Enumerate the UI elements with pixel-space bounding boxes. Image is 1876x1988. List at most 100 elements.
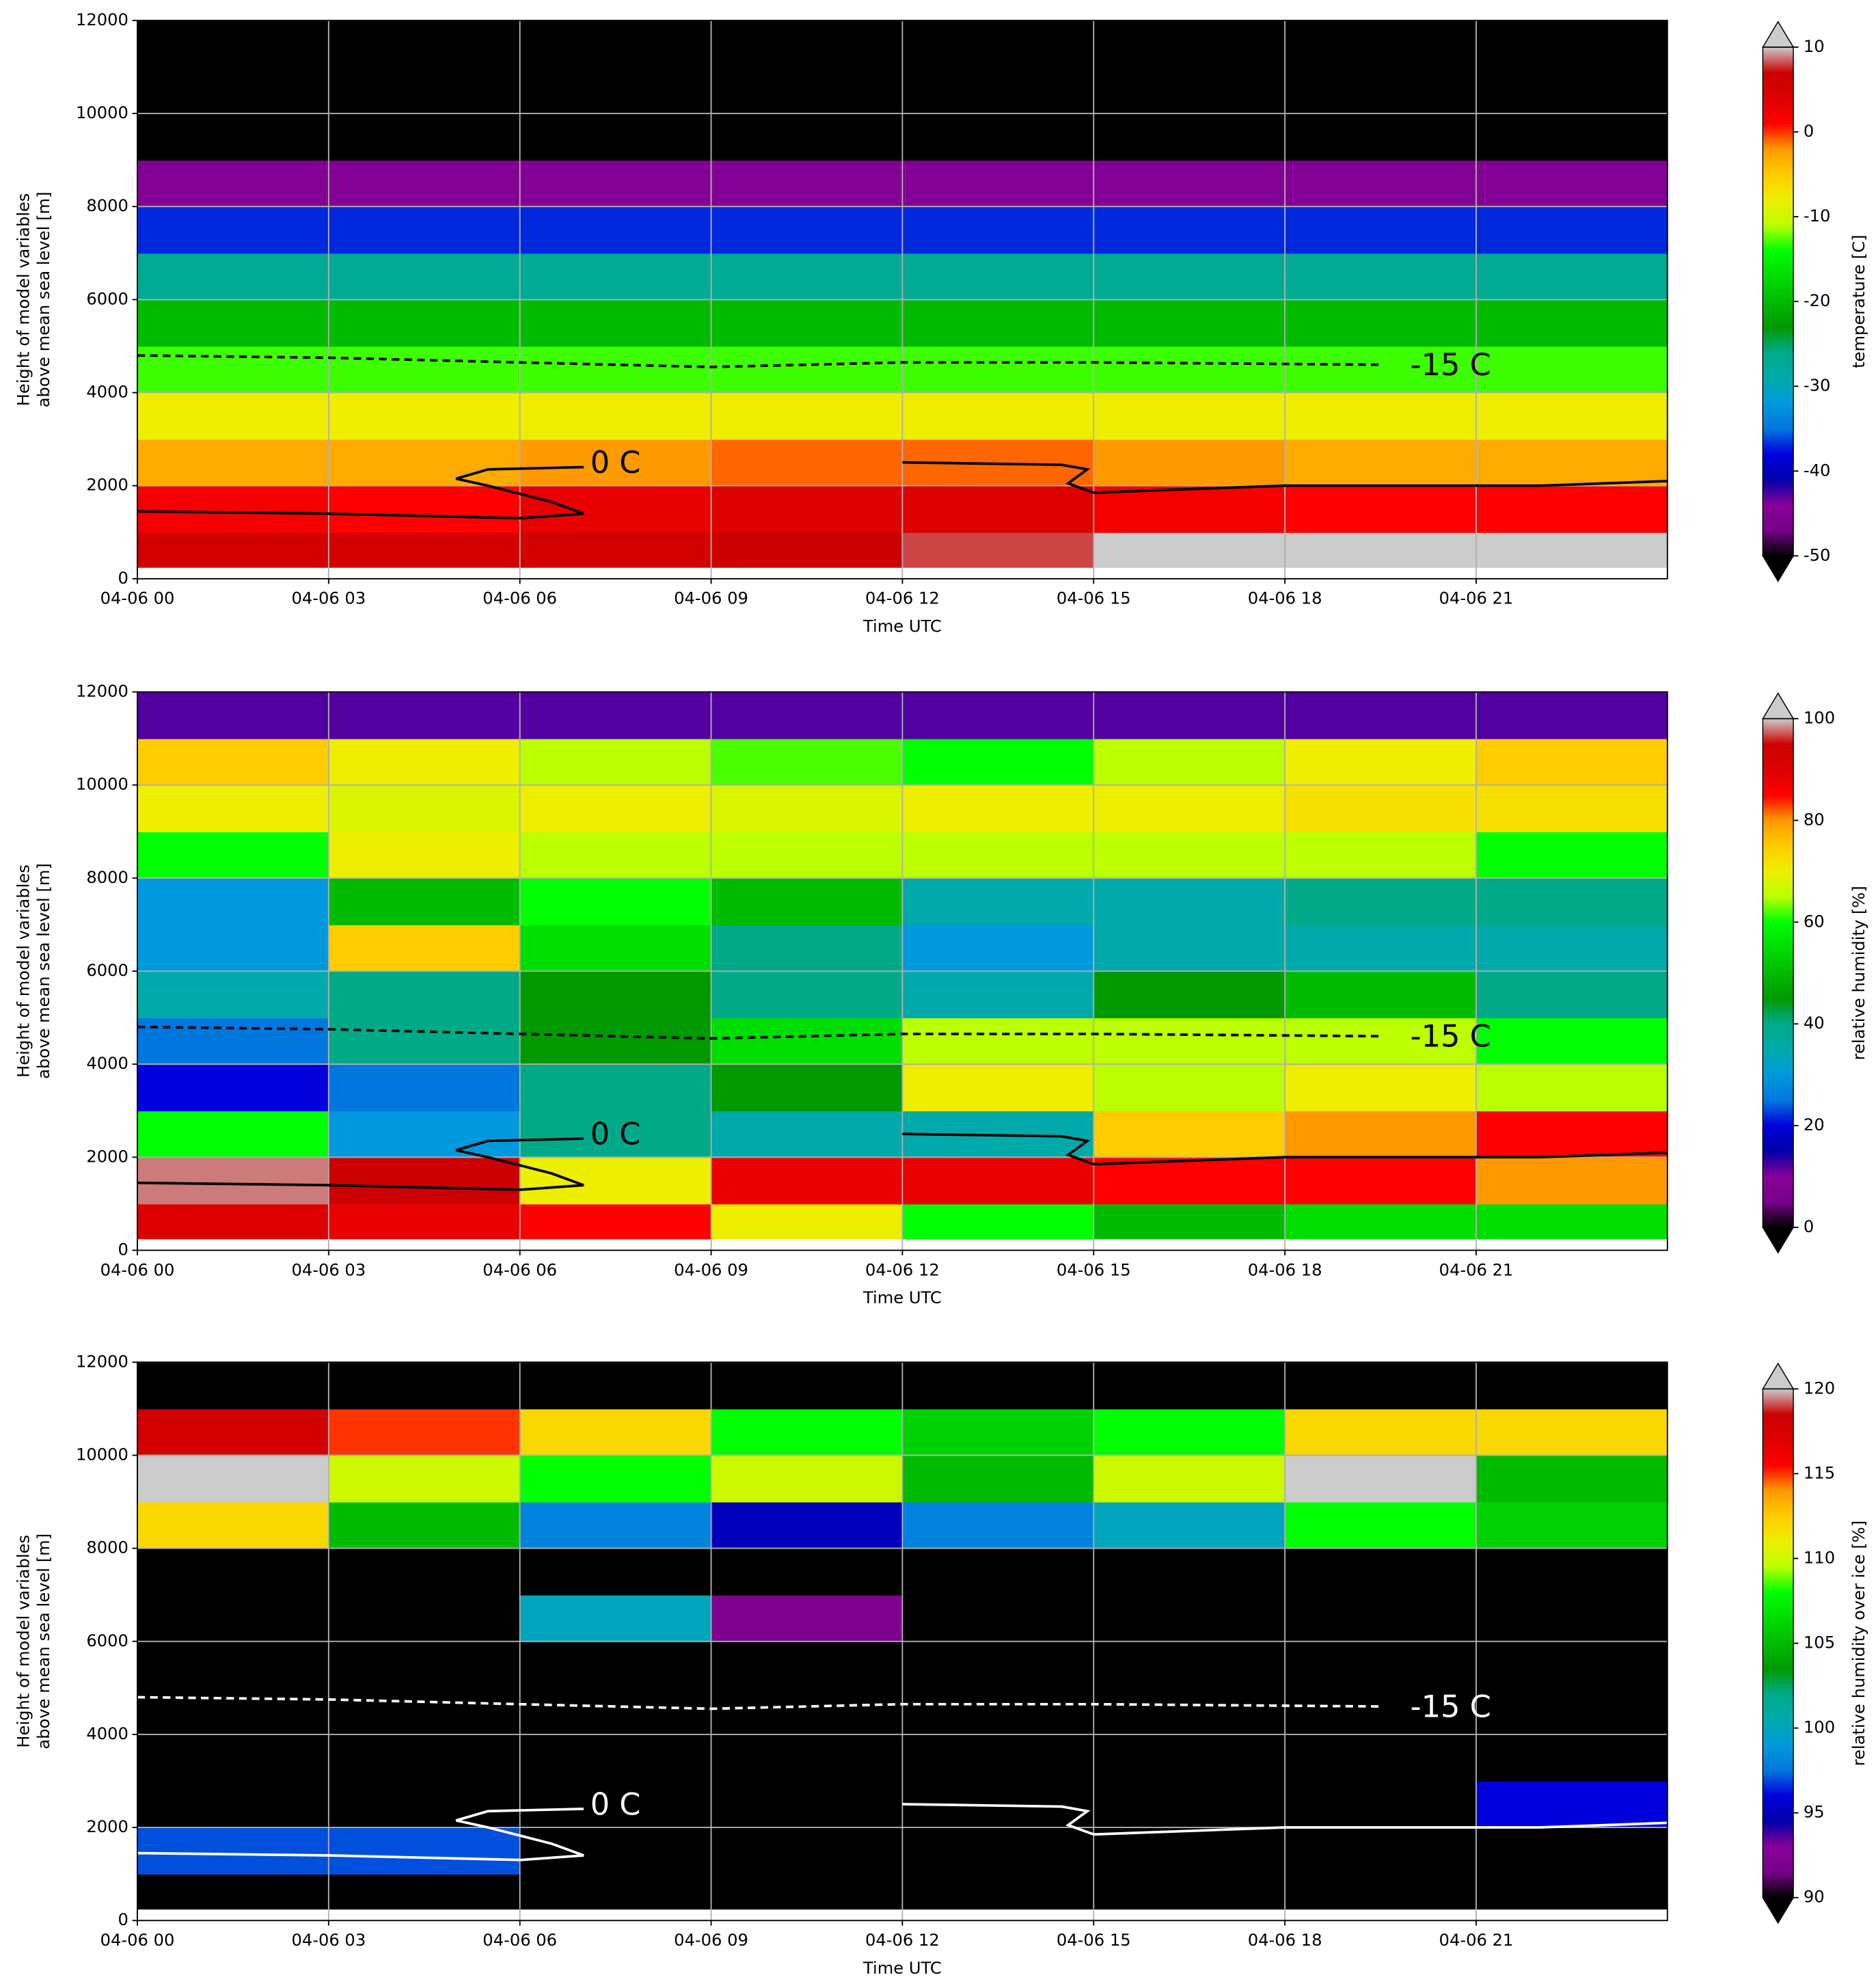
heatmap-cell [137, 206, 329, 254]
heatmap-cell [1093, 831, 1286, 879]
y-tick-label: 10000 [76, 1445, 128, 1464]
heatmap-cell [1093, 1018, 1286, 1065]
heatmap-cell [328, 1548, 521, 1596]
axes-frame [137, 19, 1668, 580]
heatmap-cell [902, 66, 1095, 114]
heatmap-cell [711, 738, 903, 786]
heatmap-cell [328, 299, 521, 347]
heatmap-cell [1093, 738, 1286, 786]
heatmap-cell [711, 1362, 903, 1410]
heatmap-cell [1093, 877, 1286, 925]
heatmap-cell [1476, 785, 1668, 832]
heatmap-cell [902, 1018, 1095, 1065]
heatmap-cell [519, 831, 712, 879]
heatmap-cell [711, 1018, 903, 1065]
heatmap-cell [137, 738, 329, 786]
heatmap-cell [711, 1157, 903, 1205]
heatmap-cell [1093, 346, 1286, 394]
heatmap-cell [1093, 1111, 1286, 1158]
heatmap-cell [711, 1687, 903, 1735]
heatmap-cell [1093, 160, 1286, 208]
heatmap-cell [137, 1455, 329, 1503]
heatmap-cell [519, 1064, 712, 1112]
heatmap-cell [519, 1734, 712, 1782]
heatmap-cell [711, 877, 903, 925]
heatmap-cell [711, 66, 903, 114]
heatmap-cell [711, 1827, 903, 1875]
colorbar-tick-label: 120 [1804, 1378, 1835, 1398]
colorbar-tick-label: 40 [1804, 1013, 1825, 1033]
y-axis-label: Height of model variables [14, 193, 33, 406]
heatmap-cell [519, 1455, 712, 1503]
heatmap-cell [1093, 1827, 1286, 1875]
heatmap-cell [711, 1548, 903, 1596]
heatmap-cell [902, 924, 1095, 972]
colorbar [1763, 46, 1794, 556]
heatmap-cell [137, 532, 329, 568]
heatmap-cell [328, 877, 521, 925]
heatmap-cell [137, 1827, 329, 1875]
heatmap-cell [328, 1018, 521, 1065]
heatmap-cell [519, 1827, 712, 1875]
heatmap-cell [1285, 1455, 1477, 1503]
heatmap-cell [1285, 532, 1477, 568]
heatmap-cell [328, 1408, 521, 1456]
heatmap-cell [711, 1734, 903, 1782]
heatmap-cell [1285, 485, 1477, 533]
heatmap-cell [902, 20, 1095, 68]
heatmap-cell [328, 1734, 521, 1782]
heatmap-cell [1285, 738, 1477, 786]
heatmap-cell [1285, 253, 1477, 301]
heatmap-cell [1476, 971, 1668, 1019]
heatmap-cell [711, 924, 903, 972]
heatmap-cell [1476, 439, 1668, 487]
heatmap-cell [519, 532, 712, 568]
heatmap-cell [1093, 1641, 1286, 1689]
heatmap-cell [137, 1501, 329, 1549]
heatmap-cell [137, 1408, 329, 1456]
heatmap-cell [711, 1781, 903, 1829]
heatmap-cell [1093, 20, 1286, 68]
heatmap-cell [1285, 1781, 1477, 1829]
heatmap-cell [902, 1734, 1095, 1782]
colorbar-tick-label: -20 [1804, 291, 1831, 310]
heatmap-cell [137, 392, 329, 440]
colorbar-tick-label: 100 [1804, 1718, 1835, 1737]
x-tick-label: 04-06 09 [674, 589, 748, 608]
heatmap-cell [902, 785, 1095, 832]
heatmap-cell [711, 692, 903, 739]
heatmap-cell [902, 1408, 1095, 1456]
heatmap-cell [1093, 1064, 1286, 1112]
heatmap-cell [137, 1018, 329, 1065]
heatmap-cell [1093, 1157, 1286, 1205]
heatmap-cell [137, 1548, 329, 1596]
heatmap-cell [711, 1874, 903, 1910]
heatmap-cell [1476, 831, 1668, 879]
heatmap-cell [519, 392, 712, 440]
heatmap-cell [519, 299, 712, 347]
axes-frame [137, 691, 1668, 1251]
heatmap-cell [902, 160, 1095, 208]
heatmap-cell [519, 66, 712, 114]
heatmap-cell [1285, 1548, 1477, 1596]
heatmap-cell [1093, 113, 1286, 161]
heatmap-cell [1093, 1874, 1286, 1910]
heatmap-cell [711, 785, 903, 832]
heatmap-cell [137, 1781, 329, 1829]
colorbar-tick-label: 100 [1804, 709, 1835, 728]
heatmap-cell [137, 1362, 329, 1410]
x-tick-label: 04-06 06 [482, 589, 557, 608]
heatmap-cell [1285, 877, 1477, 925]
heatmap-cell [1476, 253, 1668, 301]
heatmap-cell [1285, 1018, 1477, 1065]
heatmap-cell [1285, 971, 1477, 1019]
heatmap-cell [137, 20, 329, 68]
y-tick-label: 0 [118, 1240, 128, 1259]
heatmap-cell [1285, 1594, 1477, 1642]
heatmap-cell [328, 692, 521, 739]
heatmap-cell [328, 1874, 521, 1910]
heatmap-cell [1476, 1501, 1668, 1549]
heatmap-cell [1476, 1687, 1668, 1735]
heatmap-cell [1093, 66, 1286, 114]
heatmap-cell [711, 831, 903, 879]
